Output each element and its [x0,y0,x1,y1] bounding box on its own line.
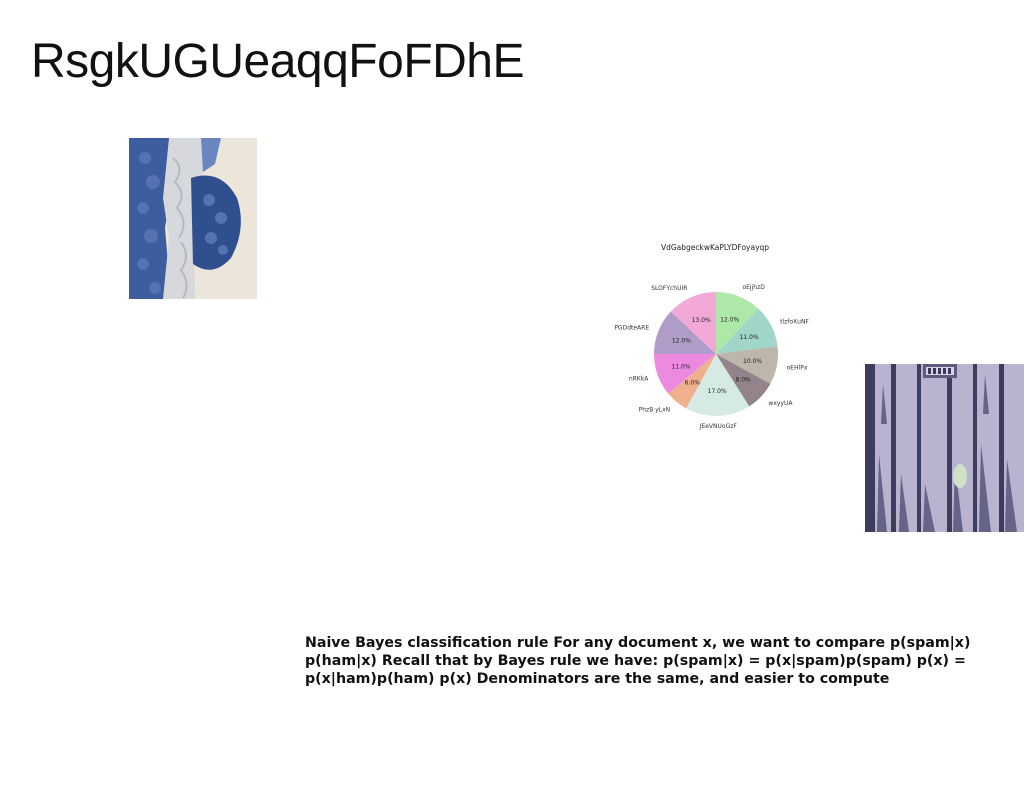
slide-title: RsgkUGUeaqqFoFDhE [31,34,524,89]
pie-pct-label: 6.0% [685,380,701,387]
pie-category-label: JEeVNUoGzF [699,423,738,430]
pie-category-label: oEjjhzD [742,284,765,291]
pie-category-label: tlzfoXuNF [780,318,809,325]
pie-pct-label: 11.0% [740,334,759,341]
pie-category-label: wxyyUA [768,400,793,407]
pie-category-label: PGDdteARE [614,325,649,332]
pie-category-label: oEHlPx [787,364,808,371]
body-text: Naive Bayes classification rule For any … [305,634,995,688]
pie-category-label: SLOFYchUIR [651,285,687,292]
pie-pct-label: 10.0% [743,358,762,365]
pie-pct-label: 13.0% [692,317,711,324]
pie-pct-label: 17.0% [708,388,727,395]
pie-pct-label: 8.0% [735,376,751,383]
pie-pct-label: 12.0% [720,316,739,323]
pie-category-label: PhzB yLxN [639,406,671,413]
pie-chart: VdGabgeckwKaPLYDFoyayqp 12.0% oEjjhzD 11.0… [600,230,840,455]
pie-pct-label: 12.0% [672,337,691,344]
knit-scarf-photo [129,138,257,299]
parking-door-photo [865,364,1024,532]
chart-title: VdGabgeckwKaPLYDFoyayqp [661,243,769,252]
pie-pct-label: 11.0% [671,364,690,371]
pie-category-label: nRKkA [629,375,649,382]
